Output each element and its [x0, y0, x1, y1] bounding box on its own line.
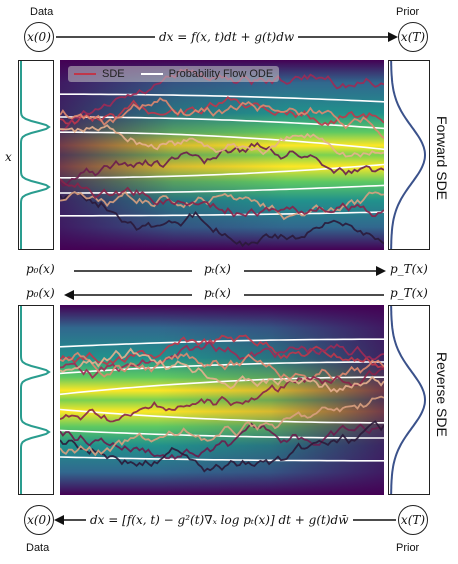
row2-arrow-left-segment — [64, 290, 192, 300]
legend-ode-label: Probability Flow ODE — [168, 68, 274, 80]
reverse-sde-panel — [60, 305, 384, 495]
forward-trajectory-plot — [60, 60, 384, 250]
bottom-data-label: Data — [26, 542, 50, 554]
y-axis-label: x — [5, 150, 12, 164]
row2-arrow-right-segment — [244, 294, 384, 296]
forward-prior-density-curve — [390, 60, 427, 250]
legend-sde-label: SDE — [102, 68, 125, 80]
reverse-prior-density — [388, 305, 430, 495]
ode-trajectory — [60, 93, 384, 103]
forward-data-density — [18, 60, 54, 250]
forward-sde-title: Forward SDE — [434, 116, 450, 201]
sde-trajectory — [60, 178, 384, 218]
forward-data-density-curve — [20, 61, 51, 249]
top-x0-node: x(0) — [24, 22, 54, 52]
row1-pT-label: p_T(x) — [390, 262, 428, 276]
bottom-x0-node: x(0) — [24, 505, 54, 535]
sde-trajectory — [60, 351, 384, 382]
reverse-trajectory-plot — [60, 305, 384, 495]
top-data-label: Data — [30, 6, 54, 18]
density-shading — [60, 60, 384, 250]
forward-legend: SDE Probability Flow ODE — [68, 66, 280, 82]
bottom-prior-label: Prior — [396, 542, 420, 554]
legend-ode-swatch — [140, 73, 163, 75]
sde-trajectory — [60, 341, 384, 379]
sde-trajectory — [60, 422, 384, 461]
row1-arrow-right-segment — [244, 266, 386, 276]
row1-arrow-left-segment — [74, 270, 192, 272]
reverse-prior-density-curve — [390, 305, 427, 495]
sde-trajectory — [60, 97, 384, 139]
ode-trajectory — [60, 211, 384, 217]
row2-p0-label: p₀(x) — [26, 286, 55, 300]
sde-trajectory — [60, 420, 384, 473]
ode-trajectory — [60, 376, 384, 396]
row1-p0-label: p₀(x) — [26, 262, 55, 276]
sde-trajectory — [60, 347, 384, 394]
reverse-data-density — [18, 305, 54, 495]
sde-trajectory — [60, 124, 384, 158]
legend-sde-swatch — [74, 73, 96, 75]
sde-trajectory — [60, 191, 384, 248]
ode-trajectory — [60, 338, 384, 348]
row1-pt-label: pₜ(x) — [204, 262, 231, 276]
row2-pT-label: p_T(x) — [390, 286, 428, 300]
density-shading — [60, 305, 384, 495]
bottom-reverse-equation: dx = [f(x, t) − g²(t)∇ₓ log pₜ(x)] dt + … — [86, 513, 353, 527]
sde-trajectory — [60, 96, 384, 127]
top-forward-equation: dx = f(x, t)dt + g(t)dw — [155, 30, 299, 44]
forward-sde-panel: SDE Probability Flow ODE — [60, 60, 384, 250]
sde-trajectory — [60, 189, 384, 221]
reverse-data-density-curve — [20, 306, 51, 494]
row2-pt-label: pₜ(x) — [204, 286, 231, 300]
top-xT-node: x(T) — [398, 22, 428, 52]
ode-trajectory — [60, 456, 384, 462]
ode-trajectory — [60, 429, 384, 439]
top-prior-label: Prior — [396, 6, 420, 18]
reverse-sde-title: Reverse SDE — [434, 352, 450, 437]
sde-trajectory — [60, 395, 384, 457]
forward-prior-density — [388, 60, 430, 250]
sde-trajectory — [60, 334, 384, 369]
sde-trajectory — [60, 368, 384, 423]
ode-trajectory — [60, 408, 384, 424]
bottom-xT-node: x(T) — [398, 505, 428, 535]
